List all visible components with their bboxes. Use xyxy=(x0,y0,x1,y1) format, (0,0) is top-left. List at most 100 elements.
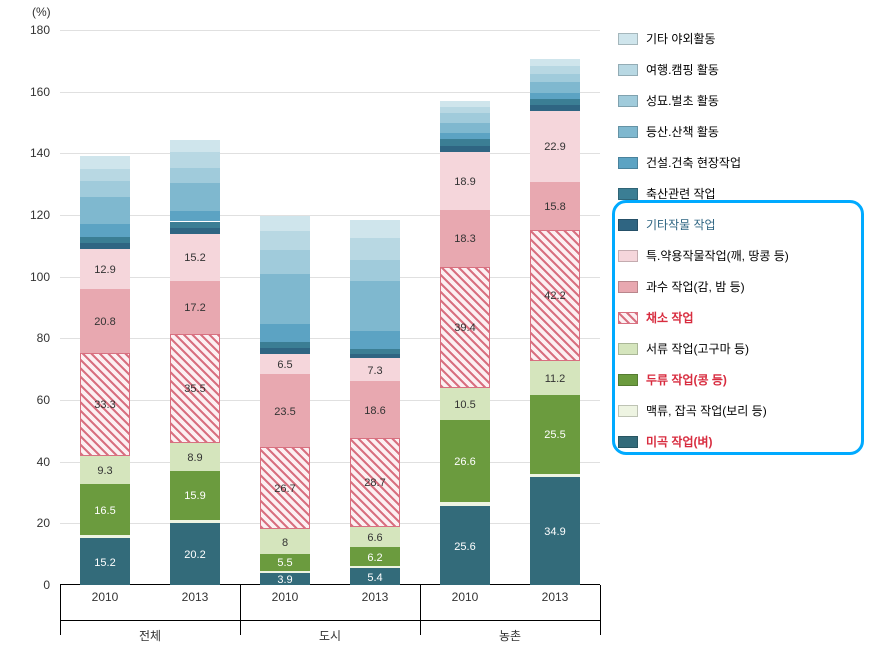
bar-segment-s12 xyxy=(350,260,400,282)
bar: 34.9 25.5 11.2 42.2 15.8 22.9 xyxy=(530,30,580,585)
segment-label: 42.2 xyxy=(530,290,580,302)
bar-segment-s9 xyxy=(350,349,400,354)
y-tick: 140 xyxy=(20,146,50,160)
gridline xyxy=(60,92,600,93)
bar-segment-s14 xyxy=(80,156,130,168)
legend-swatch xyxy=(618,157,638,169)
segment-label: 35.5 xyxy=(170,383,220,395)
segment-label: 8.9 xyxy=(170,452,220,464)
segment-label: 3.9 xyxy=(260,574,310,586)
bar-segment-s12 xyxy=(530,74,580,82)
segment-label: 7.3 xyxy=(350,365,400,377)
segment-label: 8 xyxy=(260,537,310,549)
gridline xyxy=(60,523,600,524)
segment-label: 26.6 xyxy=(440,456,490,468)
segment-label: 15.2 xyxy=(170,252,220,264)
x-tick: 2010 xyxy=(420,590,510,604)
y-axis-label: (%) xyxy=(32,5,51,19)
bar-segment-s11 xyxy=(440,123,490,134)
y-tick: 80 xyxy=(20,331,50,345)
legend-swatch xyxy=(618,95,638,107)
group-divider xyxy=(420,585,421,635)
legend-item: 등산.산책 활동 xyxy=(618,123,858,140)
segment-label: 34.9 xyxy=(530,526,580,538)
legend-swatch xyxy=(618,188,638,200)
segment-label: 22.9 xyxy=(530,141,580,153)
y-tick: 100 xyxy=(20,270,50,284)
segment-label: 28.7 xyxy=(350,477,400,489)
bar-segment-s11 xyxy=(170,183,220,211)
bar: 5.46.26.628.718.67.3 xyxy=(350,30,400,585)
legend-item: 성묘.벌초 활동 xyxy=(618,92,858,109)
segment-label: 39.4 xyxy=(440,322,490,334)
bar-segment-s2 xyxy=(350,566,400,568)
segment-label: 20.8 xyxy=(80,316,130,328)
bar-segment-s8 xyxy=(80,243,130,249)
legend-label: 등산.산책 활동 xyxy=(646,123,719,140)
segment-label: 9.3 xyxy=(80,465,130,477)
group-label: 농촌 xyxy=(420,620,600,644)
segment-label: 33.3 xyxy=(80,399,130,411)
y-tick: 40 xyxy=(20,455,50,469)
segment-label: 11.2 xyxy=(530,373,580,385)
segment-label: 6.5 xyxy=(260,359,310,371)
gridline xyxy=(60,462,600,463)
bar-segment-s14 xyxy=(440,101,490,107)
bar: 15.216.59.333.320.812.9 xyxy=(80,30,130,585)
bar-segment-s14 xyxy=(530,59,580,67)
segment-label: 10.5 xyxy=(440,399,490,411)
bar-segment-s14 xyxy=(350,220,400,239)
bar-segment-s9 xyxy=(170,222,220,228)
bar-segment-s10 xyxy=(440,133,490,139)
bar-segment-s10 xyxy=(170,211,220,222)
bar-segment-s11 xyxy=(260,274,310,323)
plot-area xyxy=(60,30,600,585)
bar-segment-s10 xyxy=(80,224,130,236)
bar-segment-s13 xyxy=(170,152,220,167)
bar-segment-s14 xyxy=(260,216,310,231)
y-tick: 120 xyxy=(20,208,50,222)
bar: 25.626.610.539.418.318.9 xyxy=(440,30,490,585)
bar-segment-s14 xyxy=(170,140,220,152)
segment-label: 5.4 xyxy=(350,572,400,584)
bar-segment-s8 xyxy=(170,228,220,234)
segment-label: 18.9 xyxy=(440,176,490,188)
segment-label: 15.9 xyxy=(170,490,220,502)
legend-item: 여행.캠핑 활동 xyxy=(618,61,858,78)
group-divider xyxy=(60,585,61,635)
segment-label: 26.7 xyxy=(260,483,310,495)
legend-swatch xyxy=(618,33,638,45)
legend-highlight-box xyxy=(612,200,864,455)
x-tick: 2010 xyxy=(60,590,150,604)
bar-segment-s2 xyxy=(440,502,490,506)
bar-segment-s13 xyxy=(350,238,400,260)
segment-label: 17.2 xyxy=(170,302,220,314)
y-tick: 160 xyxy=(20,85,50,99)
segment-label: 16.5 xyxy=(80,505,130,517)
segment-label: 23.5 xyxy=(260,406,310,418)
bar-segment-s11 xyxy=(530,82,580,93)
bar-segment-s13 xyxy=(260,231,310,250)
group-divider xyxy=(240,585,241,635)
segment-label: 25.5 xyxy=(530,429,580,441)
bar-segment-s12 xyxy=(80,181,130,196)
bar-segment-s10 xyxy=(350,331,400,350)
legend-item: 건설.건축 현장작업 xyxy=(618,154,858,171)
bar-segment-s12 xyxy=(440,113,490,122)
bar-segment-s10 xyxy=(530,93,580,99)
segment-label: 20.2 xyxy=(170,549,220,561)
bar-segment-s10 xyxy=(260,324,310,343)
gridline xyxy=(60,30,600,31)
bar-segment-s9 xyxy=(260,342,310,348)
legend-label: 성묘.벌초 활동 xyxy=(646,92,719,109)
legend-label: 건설.건축 현장작업 xyxy=(646,154,741,171)
y-tick: 20 xyxy=(20,516,50,530)
bar-segment-s2 xyxy=(260,571,310,573)
segment-label: 12.9 xyxy=(80,264,130,276)
segment-label: 5.5 xyxy=(260,557,310,569)
segment-label: 15.8 xyxy=(530,201,580,213)
legend-label: 기타 야외활동 xyxy=(646,30,716,47)
segment-label: 25.6 xyxy=(440,541,490,553)
gridline xyxy=(60,153,600,154)
x-tick: 2013 xyxy=(330,590,420,604)
